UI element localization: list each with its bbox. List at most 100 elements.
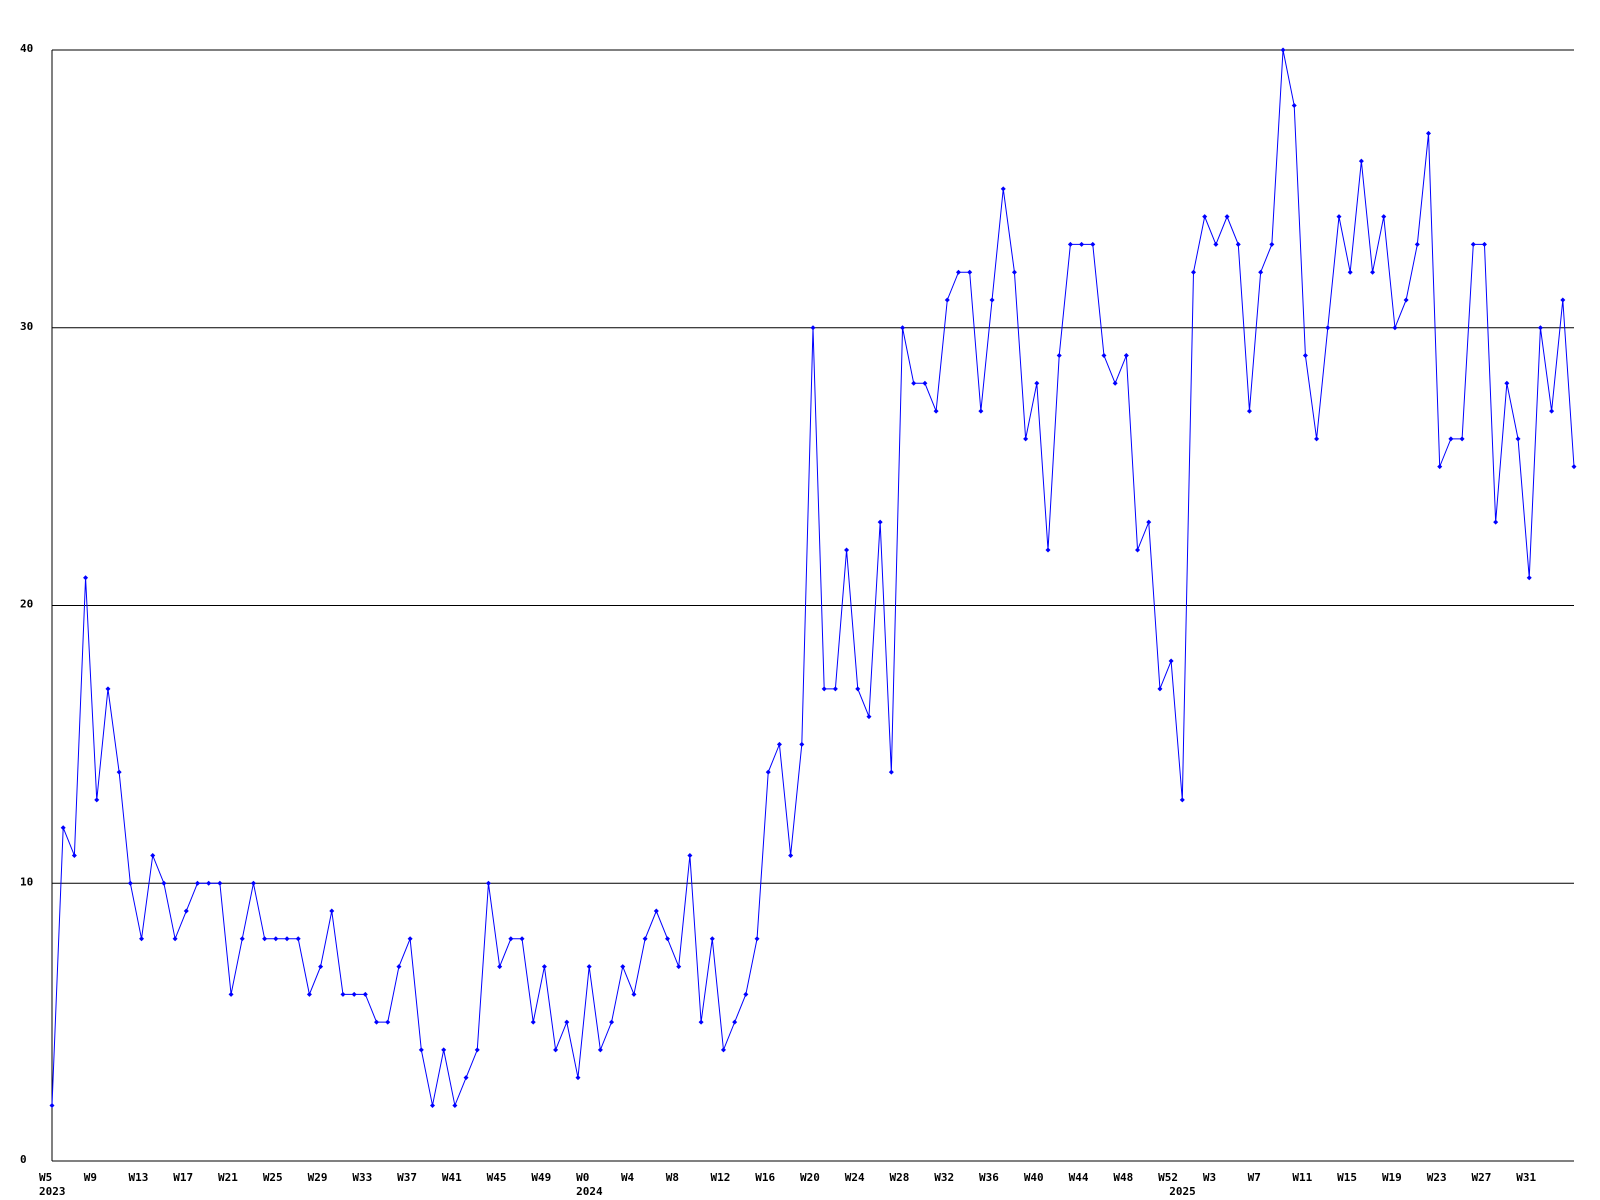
point — [1325, 325, 1331, 331]
x-year-label: 2025 — [1169, 1185, 1196, 1198]
point — [967, 269, 973, 275]
x-tick-label: W28 — [890, 1171, 910, 1184]
point — [978, 408, 984, 414]
point — [1235, 241, 1241, 247]
point — [1224, 214, 1230, 220]
point — [329, 908, 335, 914]
point — [1392, 325, 1398, 331]
point — [1504, 380, 1510, 386]
point — [1101, 353, 1107, 359]
point — [273, 936, 279, 942]
point — [955, 269, 961, 275]
point — [139, 936, 145, 942]
point — [463, 1075, 469, 1081]
point — [1426, 130, 1432, 136]
point — [788, 852, 794, 858]
point — [161, 880, 167, 886]
x-tick-label: W21 — [218, 1171, 238, 1184]
point — [116, 769, 122, 775]
point — [374, 1019, 380, 1025]
point — [609, 1019, 615, 1025]
point — [362, 991, 368, 997]
x-tick-label: W0 — [576, 1171, 589, 1184]
point — [900, 325, 906, 331]
point — [306, 991, 312, 997]
point — [1067, 241, 1073, 247]
point — [1269, 241, 1275, 247]
x-tick-label: W15 — [1337, 1171, 1357, 1184]
point — [564, 1019, 570, 1025]
point — [855, 686, 861, 692]
x-tick-label: W9 — [84, 1171, 97, 1184]
point — [1347, 269, 1353, 275]
point — [385, 1019, 391, 1025]
x-tick-label: W48 — [1113, 1171, 1133, 1184]
point — [732, 1019, 738, 1025]
x-tick-label: W44 — [1069, 1171, 1089, 1184]
y-tick-label: 40 — [20, 42, 33, 55]
x-tick-label: W40 — [1024, 1171, 1044, 1184]
x-tick-label: W52 — [1158, 1171, 1178, 1184]
point — [1202, 214, 1208, 220]
point — [49, 1102, 55, 1108]
point — [1079, 241, 1085, 247]
point — [944, 297, 950, 303]
x-tick-label: W41 — [442, 1171, 462, 1184]
point — [60, 825, 66, 831]
point — [754, 936, 760, 942]
point — [217, 880, 223, 886]
point — [1403, 297, 1409, 303]
point — [832, 686, 838, 692]
point — [877, 519, 883, 525]
point — [1336, 214, 1342, 220]
point — [1560, 297, 1566, 303]
point — [1011, 269, 1017, 275]
x-tick-label: W8 — [666, 1171, 679, 1184]
y-tick-label: 10 — [20, 875, 33, 888]
point — [1135, 547, 1141, 553]
point — [653, 908, 659, 914]
point — [911, 380, 917, 386]
point — [1549, 408, 1555, 414]
point — [1370, 269, 1376, 275]
point — [1358, 158, 1364, 164]
x-tick-label: W24 — [845, 1171, 865, 1184]
point — [1537, 325, 1543, 331]
x-tick-label: W29 — [308, 1171, 328, 1184]
x-tick-label: W49 — [531, 1171, 551, 1184]
point — [284, 936, 290, 942]
point — [441, 1047, 447, 1053]
point — [407, 936, 413, 942]
point — [1414, 241, 1420, 247]
point — [1090, 241, 1096, 247]
point — [1526, 575, 1532, 581]
point — [821, 686, 827, 692]
point — [620, 964, 626, 970]
x-tick-label: W12 — [710, 1171, 730, 1184]
point — [239, 936, 245, 942]
point — [340, 991, 346, 997]
point — [485, 880, 491, 886]
point — [665, 936, 671, 942]
point — [743, 991, 749, 997]
point — [631, 991, 637, 997]
x-tick-label: W5 — [39, 1171, 52, 1184]
point — [530, 1019, 536, 1025]
point — [866, 714, 872, 720]
point — [989, 297, 995, 303]
point — [922, 380, 928, 386]
point — [1034, 380, 1040, 386]
point — [676, 964, 682, 970]
point — [508, 936, 514, 942]
point — [1157, 686, 1163, 692]
point — [1146, 519, 1152, 525]
point — [172, 936, 178, 942]
x-tick-label: W3 — [1203, 1171, 1216, 1184]
point — [844, 547, 850, 553]
point — [1515, 436, 1521, 442]
point — [1280, 47, 1286, 53]
point — [1314, 436, 1320, 442]
point — [933, 408, 939, 414]
point — [351, 991, 357, 997]
